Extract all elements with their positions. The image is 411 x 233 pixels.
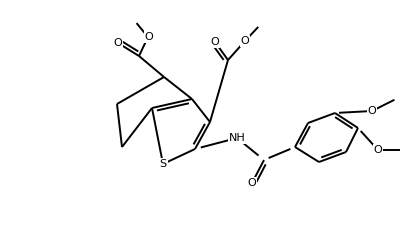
Text: O: O <box>374 145 382 155</box>
Text: NH: NH <box>229 133 245 143</box>
Text: O: O <box>113 38 122 48</box>
Text: O: O <box>247 178 256 188</box>
Text: O: O <box>145 32 153 42</box>
Text: O: O <box>210 37 219 47</box>
Text: O: O <box>367 106 376 116</box>
Text: O: O <box>240 36 249 46</box>
Text: S: S <box>159 159 166 169</box>
